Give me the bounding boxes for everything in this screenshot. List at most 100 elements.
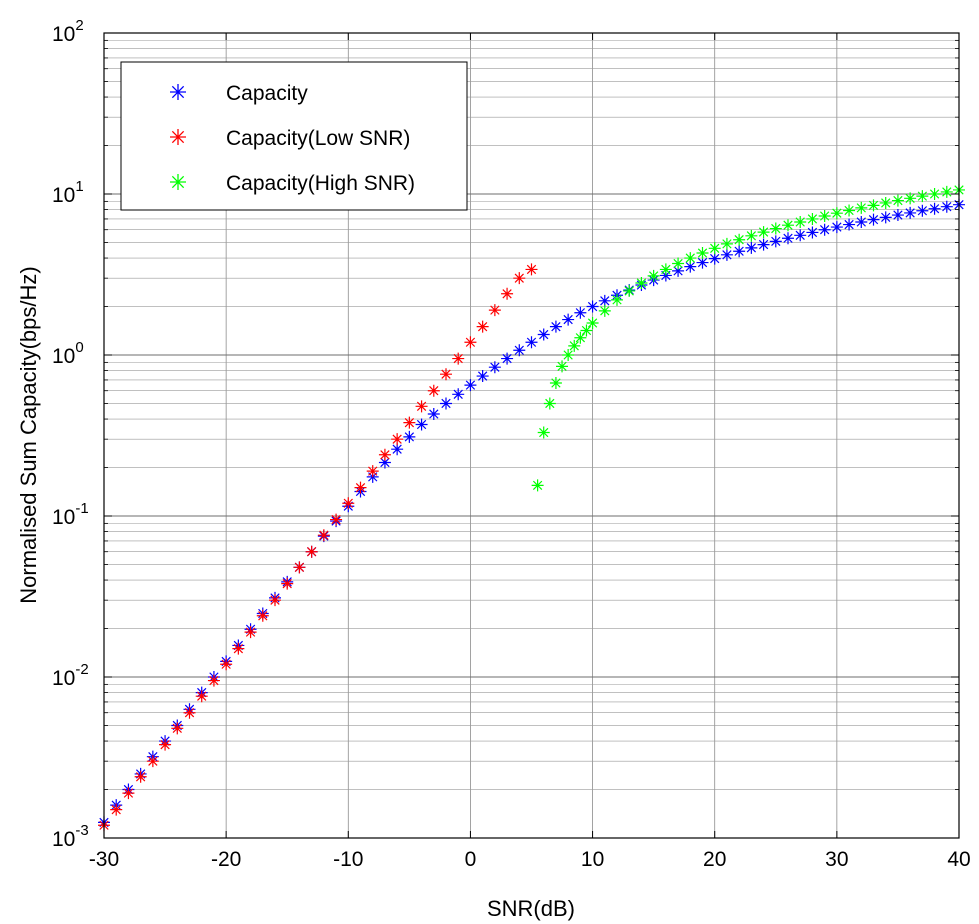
data-point [757,238,770,251]
x-tick-label: -30 [89,848,119,871]
data-point [501,352,514,365]
data-point [146,755,159,768]
data-point [904,192,917,205]
legend: Capacity Capacity(Low SNR) Capacity(High S… [120,61,468,211]
data-point [586,317,599,330]
y-tick-label: 101 [52,178,84,207]
y-tick-label: 10-1 [52,500,89,529]
x-axis-title: SNR(dB) [487,896,575,921]
data-point [623,284,636,297]
data-point [745,241,758,254]
data-point [855,216,868,229]
data-point [543,397,556,410]
data-point [330,513,343,526]
data-point [452,352,465,365]
data-point [672,257,685,270]
data-point [232,642,245,655]
data-point [281,577,294,590]
data-point [525,336,538,349]
data-point [806,226,819,239]
series-2 [98,263,538,832]
data-point [531,479,544,492]
data-point [488,304,501,317]
data-point [891,194,904,207]
data-point [513,344,526,357]
data-point [464,336,477,349]
data-point [183,706,196,719]
data-point [672,264,685,277]
data-point [549,377,562,390]
data-point [562,349,575,361]
data-point [818,223,831,236]
data-point [708,252,721,265]
data-point [415,418,428,431]
data-point [647,269,660,282]
data-point [403,416,416,429]
legend-marker [170,84,186,100]
data-point [537,426,550,439]
data-point [317,529,330,542]
data-point [159,738,172,751]
data-point [843,218,856,231]
data-point [464,379,477,392]
data-point [427,384,440,397]
data-point [598,304,611,317]
legend-marker [170,174,186,190]
data-point [415,400,428,413]
data-point [195,690,208,703]
data-point [659,269,672,282]
data-point [928,202,941,215]
legend-marker [170,129,186,145]
legend-label: Capacity [226,82,308,105]
data-point [733,245,746,258]
data-point [818,210,831,223]
data-point [855,201,868,214]
data-point [427,408,440,421]
data-point [171,722,184,735]
data-point [525,263,538,276]
data-point [562,313,575,326]
data-point [501,287,514,300]
data-point [769,235,782,248]
data-point [513,272,526,285]
data-point [110,803,123,816]
data-point [256,609,269,622]
data-point [733,233,746,246]
data-point [440,397,452,410]
x-tick-label: -20 [211,848,241,871]
y-tick-label: 10-3 [52,822,89,851]
data-series [98,183,965,832]
data-point [549,320,562,333]
data-point [782,232,794,245]
data-point [574,306,587,319]
data-point [830,221,843,234]
data-point [611,293,623,306]
data-point [305,545,318,558]
data-point [537,328,550,341]
data-point [720,248,733,261]
data-point [378,448,391,461]
tick-labels: -30 -20 -10 0 10 20 30 40 10-3 10-2 10-1 100 101 102 [52,17,971,871]
legend-label: Capacity(High SNR) [226,172,415,195]
data-point [391,443,404,456]
data-point [684,260,697,273]
data-point [220,658,233,671]
data-point [134,770,147,783]
data-point [440,368,452,381]
data-point [794,229,807,242]
data-point [403,430,416,443]
data-point [708,242,721,255]
y-tick-label: 102 [52,17,84,46]
data-point [366,465,379,478]
data-point [940,200,953,213]
x-tick-label: 20 [703,848,726,871]
data-point [342,497,355,510]
tick-marks [103,32,960,839]
data-point [843,204,856,217]
data-point [806,212,819,225]
data-point [916,204,929,217]
data-point [391,433,404,446]
data-point [207,674,220,687]
data-point [122,787,135,800]
